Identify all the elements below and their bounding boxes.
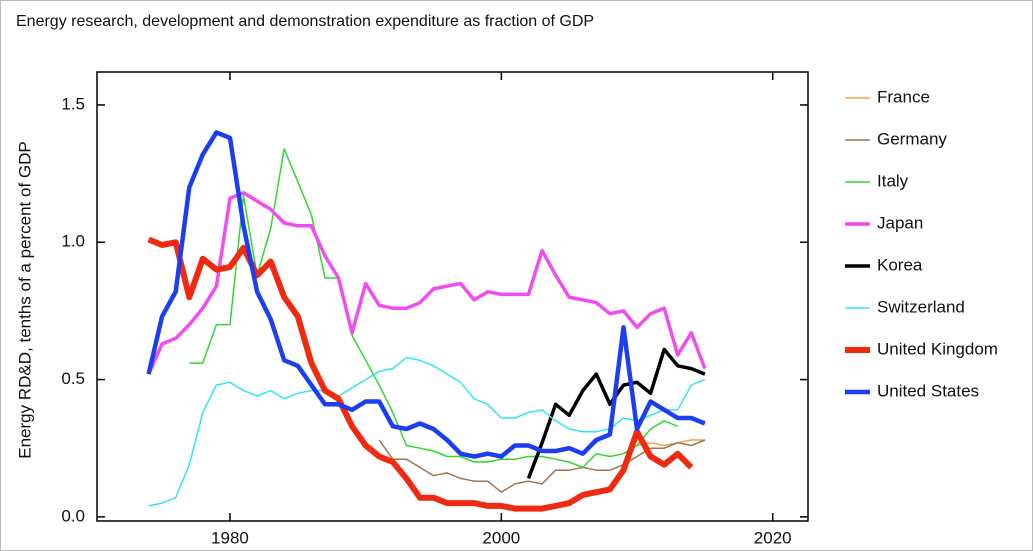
- legend-label: Italy: [877, 171, 909, 190]
- series-line: [147, 191, 707, 375]
- series-line: [189, 148, 678, 469]
- legend-label: Japan: [877, 213, 923, 232]
- legend-label: Korea: [877, 255, 923, 274]
- y-tick-label: 1.0: [61, 232, 85, 251]
- chart-title: Energy research, development and demonst…: [16, 13, 594, 30]
- legend-label: United States: [877, 381, 979, 400]
- legend-label: Switzerland: [877, 297, 965, 316]
- plot-frame: [96, 71, 809, 522]
- y-tick-label: 1.5: [61, 94, 85, 113]
- x-tick-label: 2000: [482, 528, 520, 547]
- legend-label: United Kingdom: [877, 339, 998, 358]
- x-tick-label: 2020: [754, 528, 792, 547]
- series-line: [636, 439, 705, 447]
- series-line: [378, 439, 706, 493]
- series-line: [147, 236, 694, 512]
- y-axis-label: Energy RD&D, tenths of a percent of GDP: [15, 141, 34, 458]
- x-tick-label: 1980: [211, 528, 249, 547]
- y-tick-label: 0.0: [61, 506, 85, 525]
- legend-label: Germany: [877, 129, 947, 148]
- y-tick-label: 0.5: [61, 369, 85, 388]
- legend-label: France: [877, 87, 930, 106]
- series-line: [146, 130, 706, 459]
